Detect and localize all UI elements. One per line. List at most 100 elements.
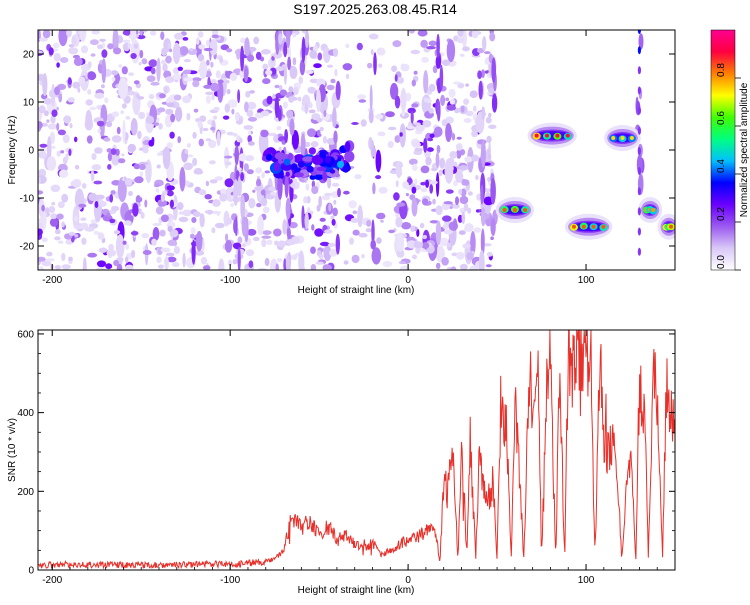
speckle — [395, 216, 403, 228]
speckle — [219, 56, 224, 63]
speckle — [139, 49, 144, 59]
speckle — [213, 106, 220, 111]
streak — [240, 45, 245, 72]
speckle — [111, 111, 119, 117]
speckle — [124, 178, 133, 186]
speckle — [115, 148, 120, 156]
speckle — [433, 126, 443, 138]
speckle — [391, 65, 398, 72]
speckle — [205, 180, 210, 187]
speckle — [305, 69, 314, 75]
speckle — [87, 252, 98, 258]
streak — [337, 187, 341, 198]
speckle — [130, 53, 137, 59]
speckle — [444, 158, 454, 184]
vertical-feature — [637, 126, 642, 135]
speckle — [399, 265, 410, 270]
speckle — [57, 129, 66, 136]
speckle — [165, 76, 175, 83]
streak — [284, 129, 288, 143]
speckle — [94, 231, 100, 235]
speckle — [204, 194, 212, 200]
speckle — [313, 63, 322, 69]
speckle — [160, 247, 171, 253]
speckle — [323, 245, 332, 262]
speckle — [202, 265, 211, 270]
streak — [335, 80, 341, 101]
speckle — [423, 70, 429, 94]
speckle — [67, 77, 72, 85]
speckle — [458, 188, 463, 195]
speckle — [352, 229, 360, 236]
speckle — [133, 43, 139, 49]
speckle — [138, 208, 142, 215]
speckle — [270, 191, 276, 196]
speckle — [399, 123, 406, 148]
speckle — [63, 115, 72, 124]
speckle — [297, 96, 302, 102]
speckle — [361, 254, 365, 259]
speckle — [453, 180, 458, 187]
speckle — [41, 260, 52, 267]
speckle — [326, 84, 335, 91]
speckle — [292, 57, 297, 66]
speckle — [160, 193, 166, 202]
speckle — [413, 122, 421, 126]
speckle — [205, 95, 211, 104]
speckle — [445, 116, 454, 124]
vertical-feature — [637, 187, 642, 196]
streak — [482, 36, 487, 51]
speckle — [429, 133, 435, 139]
speckle — [41, 204, 45, 212]
speckle — [245, 249, 255, 257]
speckle — [405, 92, 412, 102]
speckle — [464, 223, 474, 232]
speckle — [247, 116, 258, 122]
streak — [478, 250, 485, 270]
speckle — [276, 258, 283, 263]
speckle — [111, 205, 120, 212]
speckle — [420, 181, 426, 186]
speckle — [58, 93, 63, 103]
speckle — [130, 39, 140, 64]
speckle — [252, 236, 260, 242]
blob-inner — [533, 131, 571, 141]
speckle — [209, 39, 218, 56]
speckle — [310, 246, 316, 254]
speckle — [256, 203, 262, 208]
speckle — [211, 120, 216, 134]
streak — [335, 233, 340, 255]
speckle — [94, 201, 99, 208]
speckle — [446, 104, 456, 111]
speckle — [349, 237, 354, 245]
vertical-feature — [637, 30, 641, 34]
speckle — [262, 206, 270, 213]
speckle — [357, 94, 367, 100]
speckle — [169, 48, 173, 53]
speckle — [68, 256, 73, 262]
speckle — [74, 234, 79, 238]
speckle — [38, 105, 46, 114]
colorbar-tick-label: 0.0 — [716, 255, 727, 269]
speckle — [481, 69, 485, 78]
slant-core — [324, 156, 332, 164]
speckle — [170, 113, 176, 123]
speckle — [111, 77, 116, 82]
speckle — [488, 87, 495, 94]
blob-peak-core — [620, 136, 625, 140]
streak — [240, 172, 245, 182]
colorbar-label: Normalized spectral amplitude — [739, 82, 750, 217]
speckle — [467, 207, 472, 214]
speckle — [86, 135, 93, 144]
speckle — [43, 110, 49, 117]
speckle — [77, 87, 81, 93]
speckle — [95, 194, 105, 200]
speckle — [376, 237, 382, 244]
speckle — [51, 201, 56, 206]
speckle — [395, 161, 402, 179]
speckle — [68, 148, 72, 156]
speckle — [46, 119, 50, 123]
speckle — [429, 184, 434, 194]
speckle — [173, 246, 180, 254]
slant-speckle — [274, 161, 280, 172]
